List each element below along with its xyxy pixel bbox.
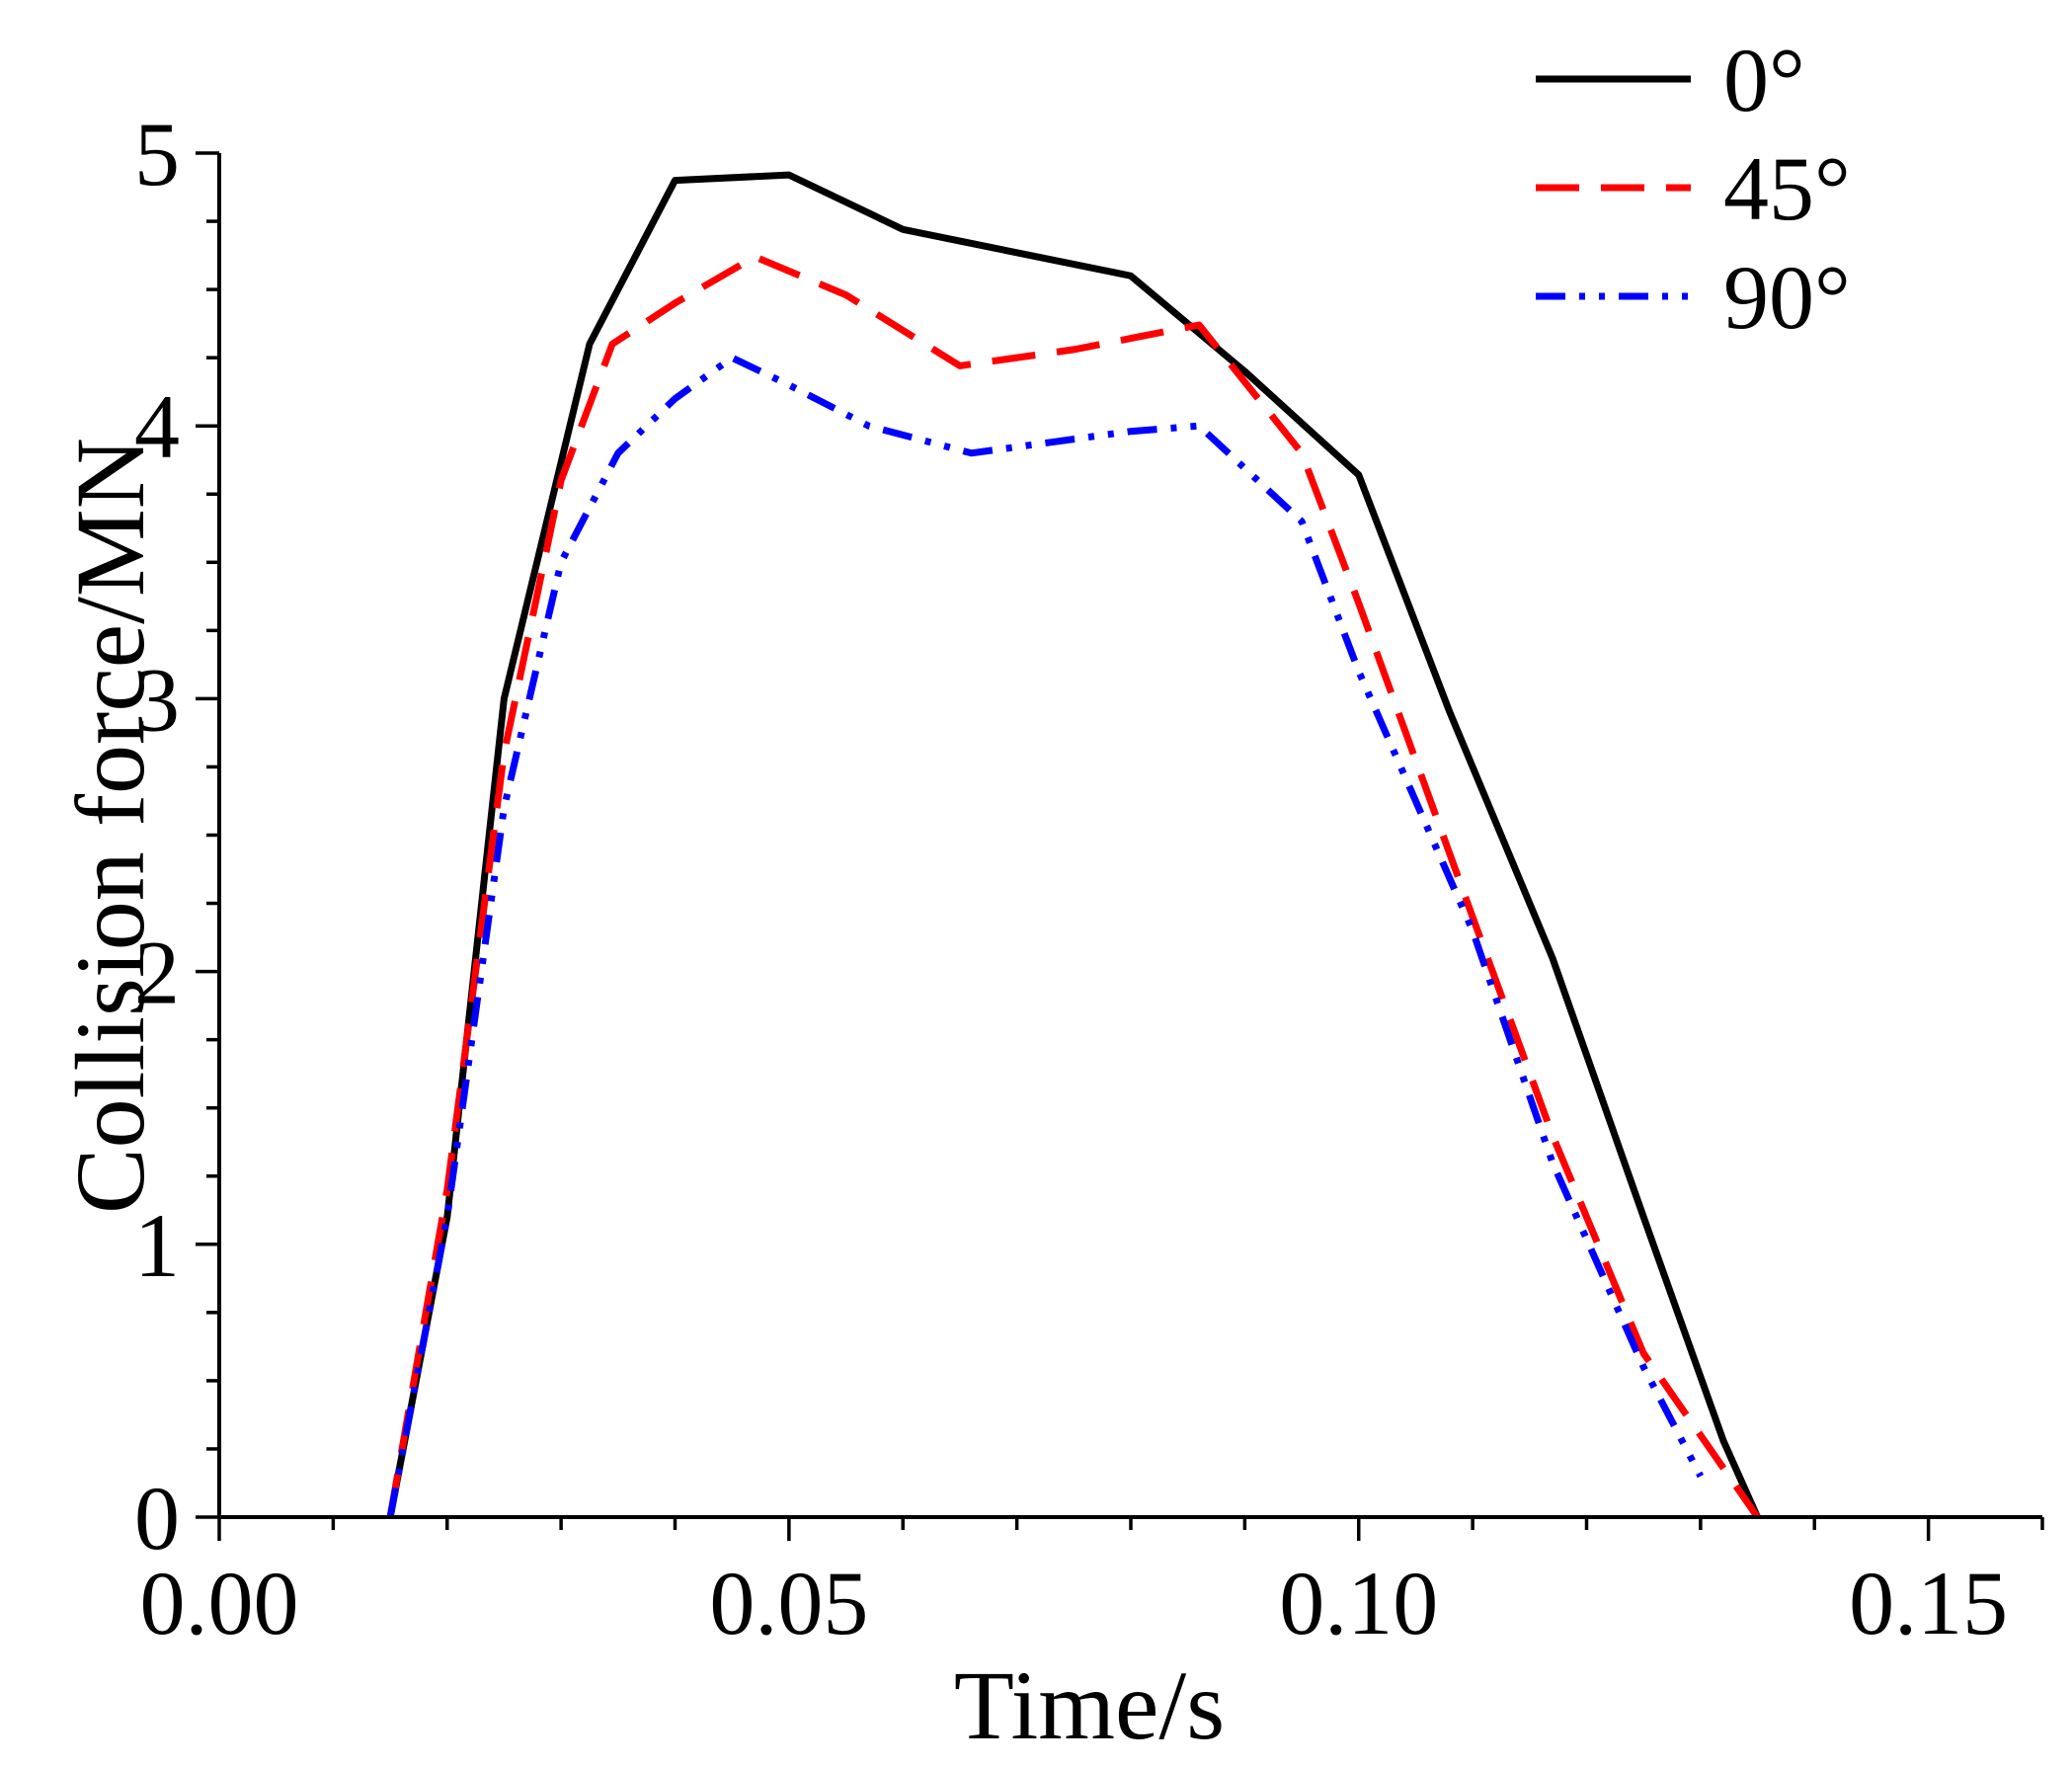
x-axis-title: Time/s [954, 1650, 1225, 1760]
y-tick-label: 0 [134, 1468, 180, 1568]
series-line-0 [386, 171, 1761, 1519]
x-tick-label: 0.15 [1849, 1553, 2008, 1653]
series-line-2 [386, 354, 1705, 1518]
x-tick-label: 0.00 [140, 1553, 299, 1653]
x-tick-label: 0.10 [1279, 1553, 1438, 1653]
tick-marks [196, 151, 2044, 1541]
series-layer [386, 171, 1761, 1519]
y-tick-label: 2 [134, 923, 180, 1023]
y-tick-label: 1 [134, 1195, 180, 1296]
tick-labels: 0.00 0.05 0.10 0.15 0 1 2 3 4 5 [134, 104, 2008, 1653]
legend-label-0: 0° [1723, 30, 1805, 130]
y-tick-label: 5 [134, 104, 180, 204]
series-line-1 [386, 253, 1761, 1519]
y-axis-title: Collision force/MN [55, 438, 165, 1214]
y-tick-label: 3 [134, 649, 180, 750]
legend: 0°45°90° [1536, 30, 1851, 348]
legend-label-2: 90° [1723, 247, 1851, 348]
y-tick-label: 4 [134, 376, 180, 477]
x-tick-label: 0.05 [709, 1553, 868, 1653]
legend-label-1: 45° [1723, 138, 1851, 239]
